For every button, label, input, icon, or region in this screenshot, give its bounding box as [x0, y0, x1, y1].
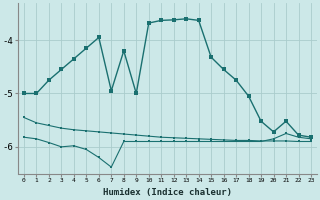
X-axis label: Humidex (Indice chaleur): Humidex (Indice chaleur) [103, 188, 232, 197]
